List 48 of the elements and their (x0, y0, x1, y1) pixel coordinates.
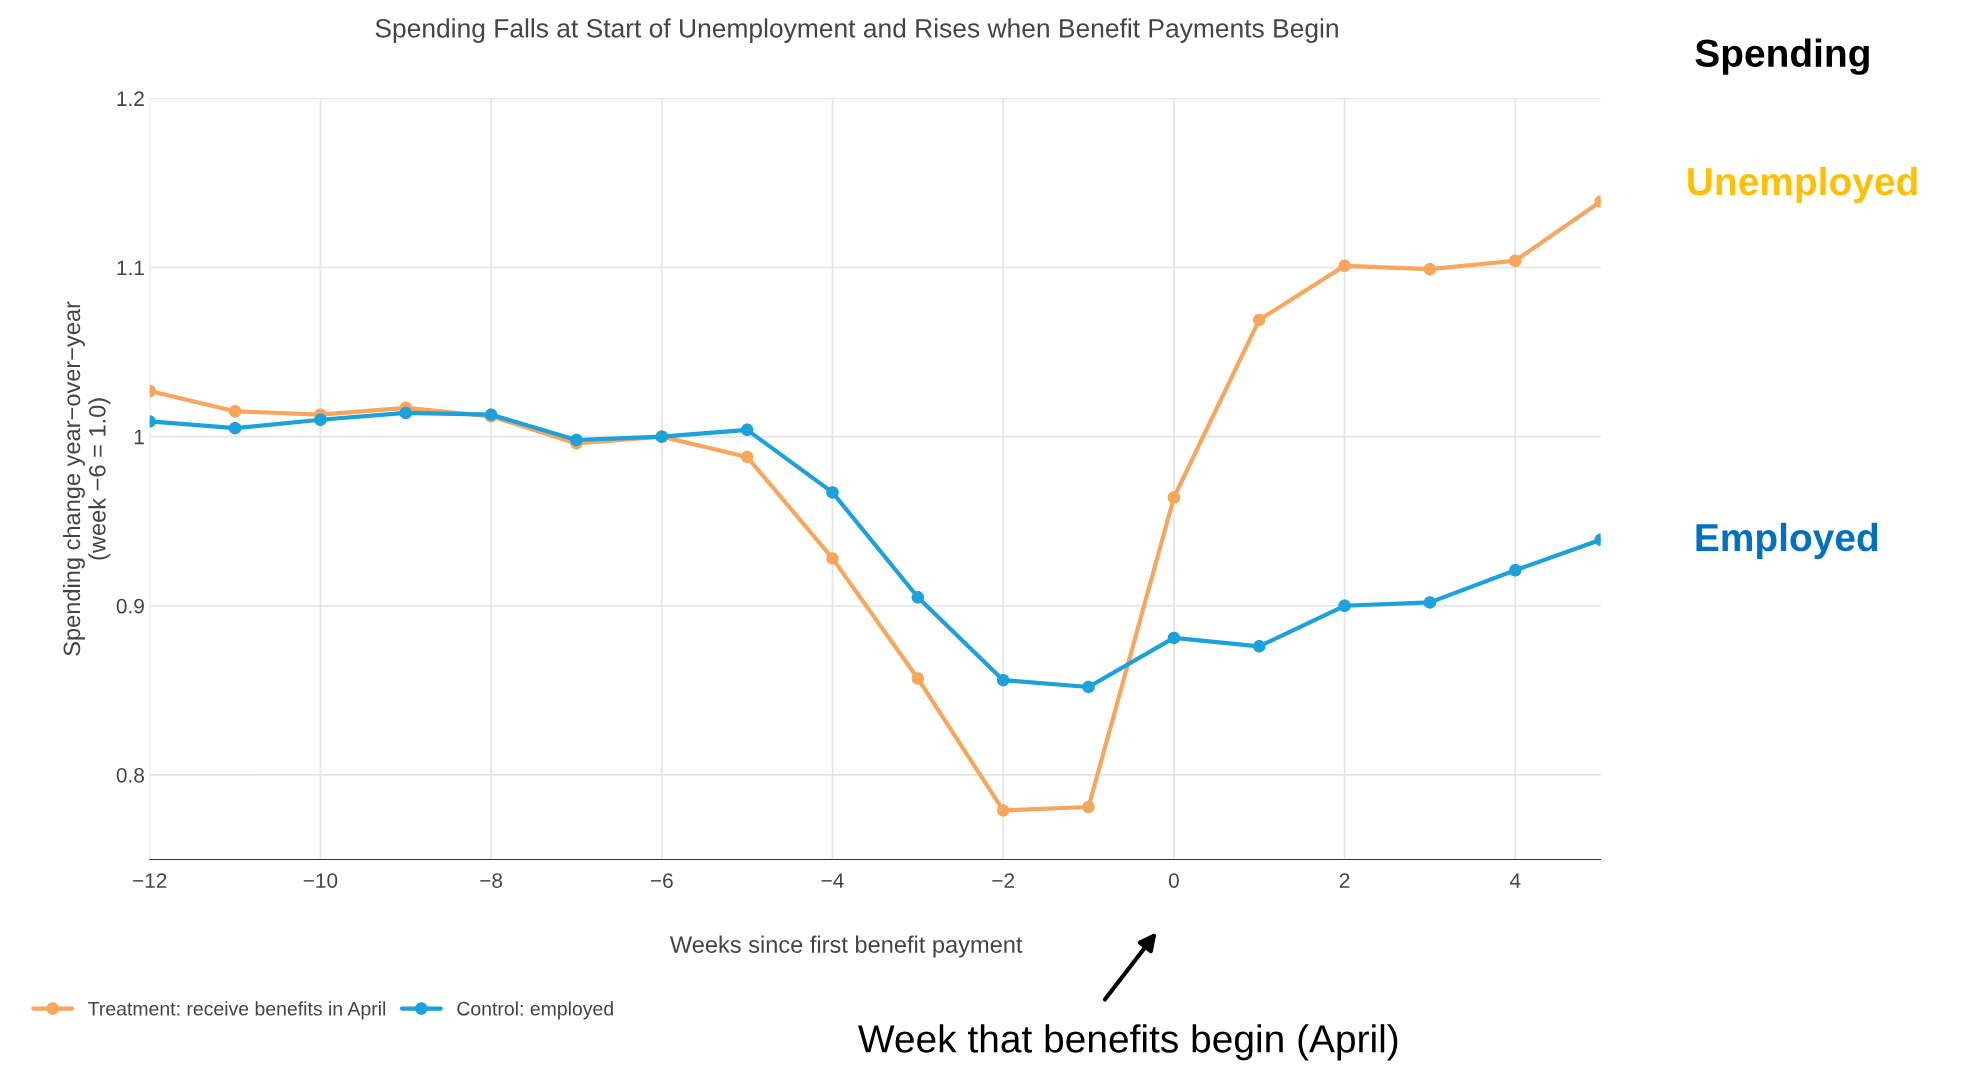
point (911, 672, 925, 685)
legend-label: Control: employed (457, 1001, 613, 1020)
point (740, 423, 754, 437)
point (911, 591, 925, 604)
x-tick-label: −6 (650, 873, 673, 888)
x-tick-label: −4 (821, 873, 844, 888)
point (1252, 313, 1266, 327)
text: Employed (1696, 522, 1878, 560)
point (570, 433, 583, 447)
point (826, 486, 839, 499)
point (996, 673, 1010, 687)
y-tick-label: 1.1 (117, 260, 144, 276)
text: Spending (1695, 38, 1869, 75)
text: Unemployed (1688, 166, 1917, 204)
x-axis-title: Weeks since first benefit payment (669, 935, 1023, 958)
point (826, 552, 839, 565)
x-tick-label: −8 (480, 873, 503, 888)
point (1423, 262, 1437, 276)
point (314, 413, 327, 426)
y-tick-label: 0.8 (116, 767, 144, 783)
point (1509, 564, 1522, 577)
y-axis-title: Spending change year−over−year (week −6 = 1.0) (62, 301, 111, 656)
y-tick-label: 1 (134, 429, 144, 445)
point (1167, 631, 1181, 645)
point (740, 450, 754, 464)
point (228, 405, 242, 418)
point (1167, 491, 1181, 504)
point (1338, 259, 1351, 273)
point (1338, 599, 1351, 613)
point (228, 421, 242, 435)
x-tick-label: 2 (1339, 873, 1350, 888)
point (996, 804, 1010, 817)
x-tick-label: −10 (303, 873, 338, 888)
x-tick-label: 4 (1509, 873, 1521, 888)
x-tick-label: 0 (1168, 873, 1179, 888)
x-tick-label: −2 (992, 873, 1015, 888)
x-tick-label: −12 (133, 873, 167, 888)
y-tick-label: 0.9 (116, 598, 144, 614)
point (399, 406, 413, 420)
point (1252, 640, 1266, 653)
point (1509, 254, 1522, 267)
point (1082, 800, 1095, 814)
point (1082, 680, 1095, 694)
y-tick-label: 1.2 (117, 91, 144, 106)
text: Week that benefits begin (April) (858, 1024, 1398, 1061)
chart-title: Spending Falls at Start of Unemployment and Rises when Benefit Payments Begin (375, 18, 1338, 43)
legend-label: Treatment: receive benefits in April (88, 1001, 386, 1020)
point (1423, 596, 1437, 609)
